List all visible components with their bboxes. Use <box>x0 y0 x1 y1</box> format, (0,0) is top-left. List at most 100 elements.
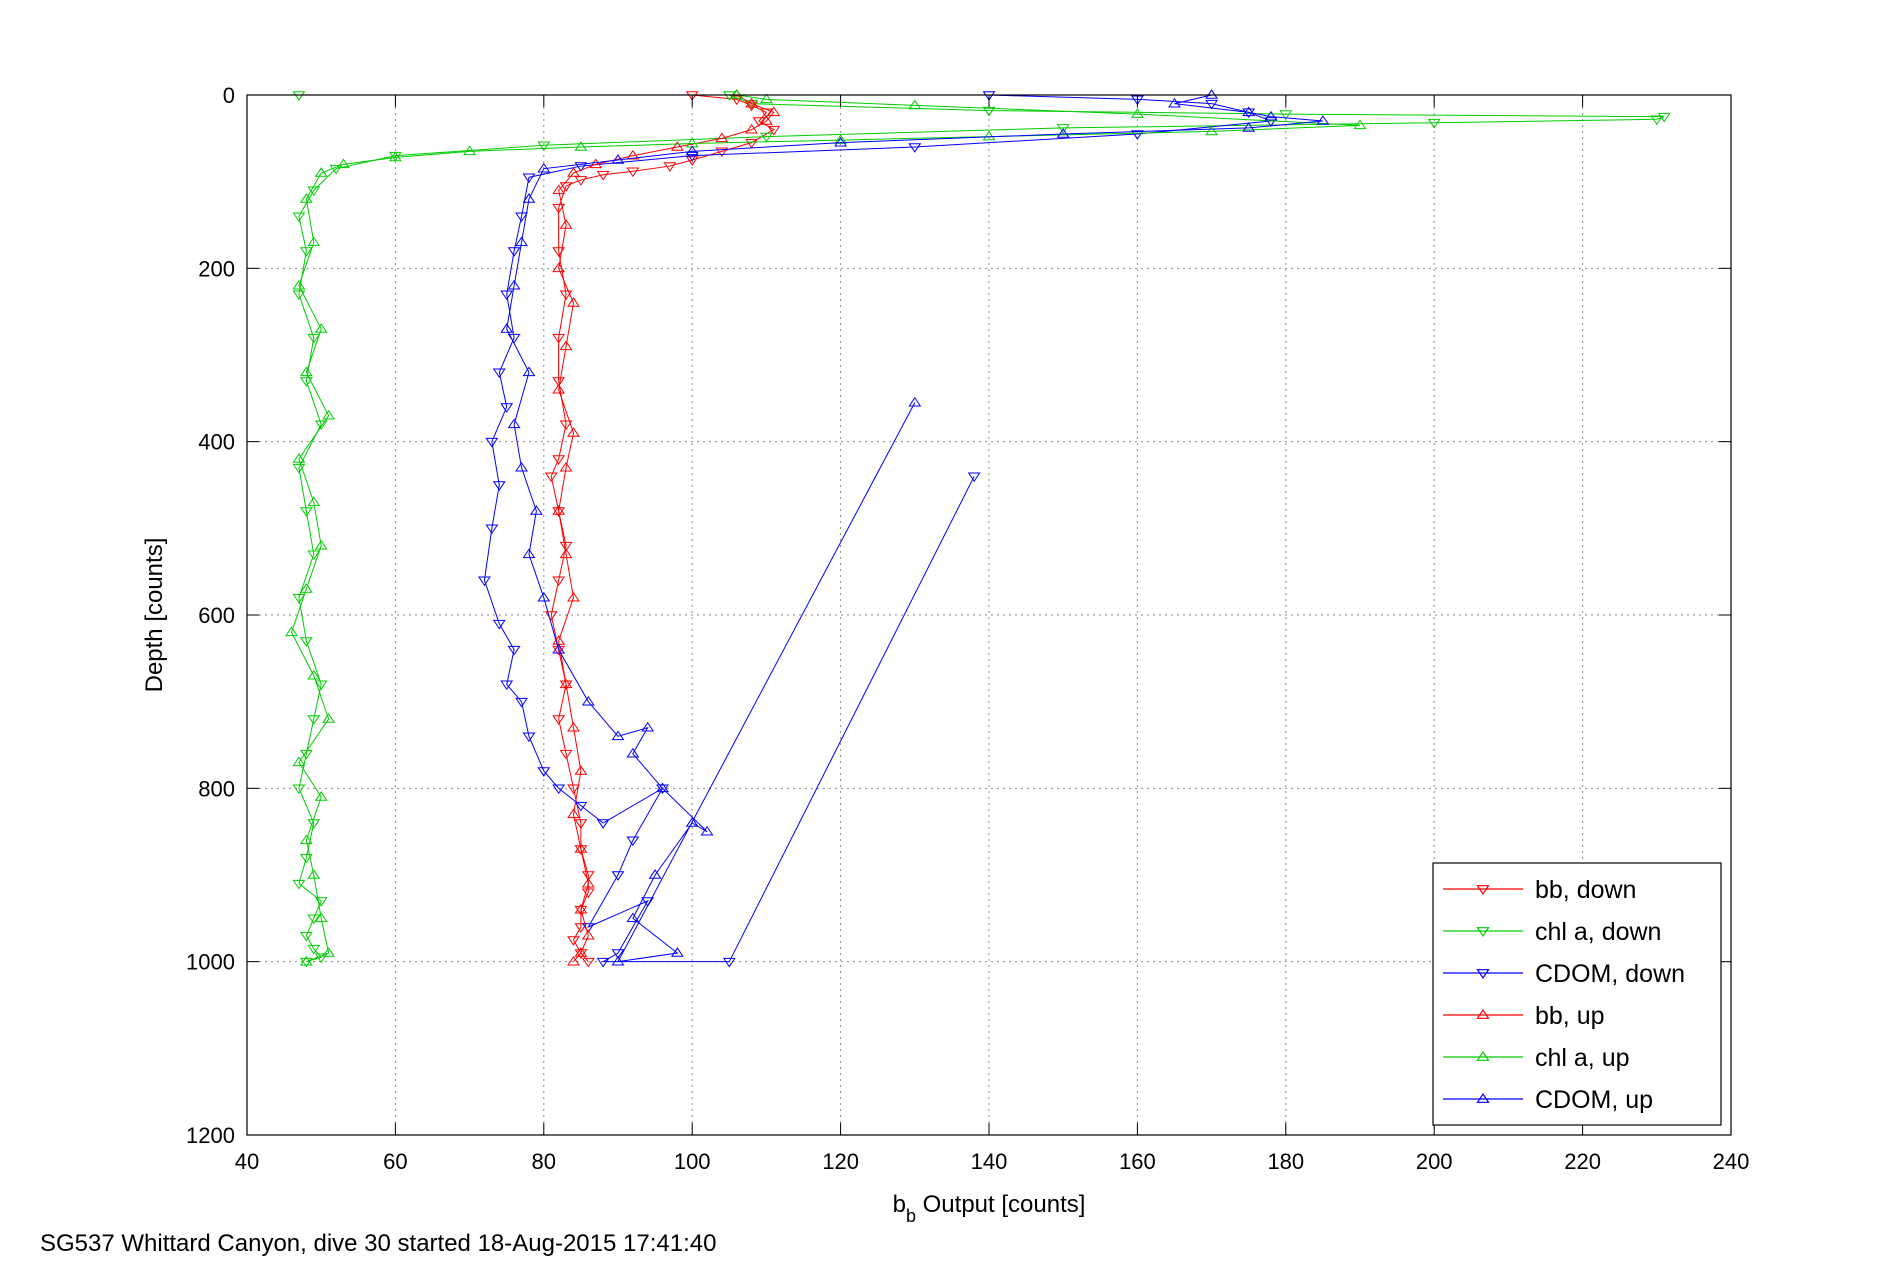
data-point <box>574 903 588 914</box>
legend-marker <box>1476 969 1490 980</box>
data-point <box>552 715 566 725</box>
data-point <box>314 323 328 333</box>
x-tick-label: 200 <box>1416 1149 1453 1174</box>
data-point <box>552 507 566 517</box>
data-point <box>574 905 588 916</box>
data-point <box>552 455 566 465</box>
data-point <box>656 782 669 793</box>
data-point <box>834 134 848 144</box>
series-line <box>506 94 1323 963</box>
data-point <box>574 176 588 186</box>
data-point <box>967 472 981 483</box>
data-point <box>485 524 499 535</box>
data-point <box>299 507 313 517</box>
data-point <box>552 784 566 795</box>
x-tick-label: 40 <box>235 1149 259 1174</box>
series-line <box>483 94 1272 963</box>
legend-entry: chl a, down <box>1535 918 1661 946</box>
data-point <box>574 141 588 151</box>
data-point <box>292 879 306 890</box>
data-point <box>522 732 536 743</box>
data-point <box>685 145 699 156</box>
data-point <box>722 957 736 968</box>
data-point <box>611 871 625 881</box>
legend-entry: bb, up <box>1535 1002 1605 1030</box>
data-point <box>537 141 551 152</box>
data-point <box>522 366 536 377</box>
data-point <box>500 290 514 301</box>
data-point <box>559 749 573 760</box>
data-point <box>567 721 580 732</box>
data-point <box>745 97 758 108</box>
data-point <box>292 593 306 604</box>
data-point <box>307 914 321 925</box>
data-point <box>1316 115 1330 125</box>
legend-marker <box>1476 1050 1490 1061</box>
data-point <box>626 747 640 758</box>
x-tick-label: 60 <box>383 1149 407 1174</box>
data-point <box>626 167 640 178</box>
data-point <box>574 765 588 775</box>
data-point <box>611 154 625 164</box>
data-point <box>589 158 603 169</box>
data-point <box>1168 97 1181 108</box>
data-point <box>685 151 699 162</box>
data-point <box>752 117 766 127</box>
data-point <box>314 420 328 431</box>
data-point <box>685 156 699 166</box>
data-point <box>982 106 996 117</box>
data-point <box>715 132 729 143</box>
data-point <box>759 132 773 143</box>
data-point <box>559 340 573 351</box>
data-point <box>322 713 336 723</box>
data-point <box>1427 118 1441 129</box>
data-point <box>500 323 514 333</box>
data-point <box>1264 117 1278 127</box>
data-point <box>1130 108 1144 118</box>
data-point <box>314 912 328 923</box>
data-point <box>574 819 588 829</box>
data-point <box>559 219 573 229</box>
series-line <box>298 94 1665 963</box>
data-point <box>552 184 566 195</box>
data-point <box>552 505 566 515</box>
data-point <box>299 853 313 864</box>
data-point <box>982 91 996 101</box>
data-point <box>745 123 758 134</box>
data-point <box>834 136 848 147</box>
y-tick-label: 0 <box>223 83 235 108</box>
data-point <box>567 297 580 307</box>
data-point <box>537 591 551 602</box>
data-point <box>299 955 313 966</box>
legend-marker <box>1476 927 1490 938</box>
x-tick-label: 100 <box>674 1149 711 1174</box>
footer-caption: SG537 Whittard Canyon, dive 30 started 1… <box>40 1230 716 1257</box>
data-point <box>322 947 336 957</box>
data-point <box>581 877 595 888</box>
data-point <box>299 193 313 203</box>
data-point <box>307 669 321 680</box>
data-point <box>500 403 514 413</box>
data-point <box>492 368 506 379</box>
data-point <box>559 420 573 431</box>
legend-marker <box>1476 885 1490 896</box>
data-point <box>1205 89 1219 99</box>
data-point <box>559 182 573 192</box>
data-point <box>537 767 551 777</box>
data-point <box>559 678 573 689</box>
data-point <box>314 680 328 691</box>
x-tick-labels: 40 60 80 100 120 140 160 180 200 220 240 <box>235 1149 1750 1174</box>
data-point <box>522 193 536 203</box>
data-point <box>641 721 655 732</box>
data-point <box>515 461 528 472</box>
data-point <box>1056 124 1070 134</box>
data-point <box>559 461 573 472</box>
data-point <box>307 715 321 725</box>
data-point <box>567 167 580 177</box>
data-point <box>515 236 528 247</box>
y-axis-label: Depth [counts] <box>141 538 168 693</box>
data-point <box>567 936 580 946</box>
series-line <box>290 94 1361 963</box>
legend-entry: CDOM, up <box>1535 1086 1653 1114</box>
y-tick-label: 1200 <box>186 1123 235 1148</box>
